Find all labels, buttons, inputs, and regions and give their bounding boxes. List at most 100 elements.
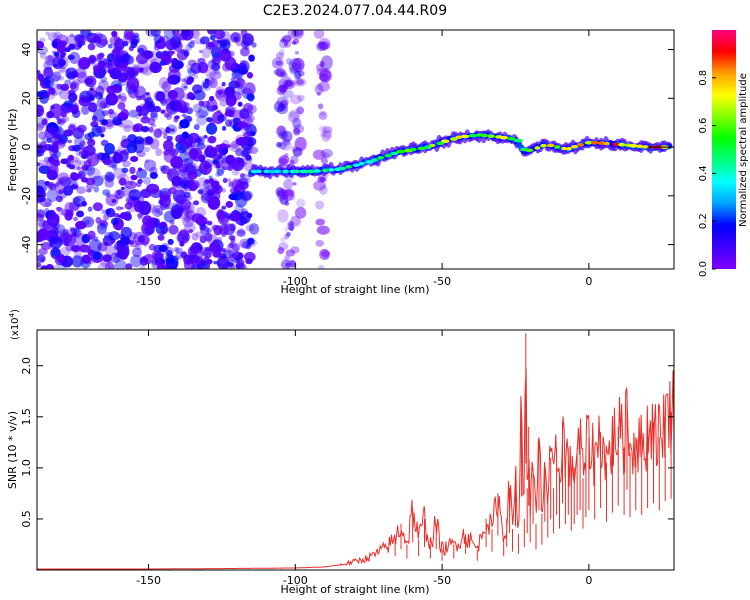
heatmap-noise-cell [275,52,284,60]
heatmap-noise-cell [131,64,140,75]
heatmap-noise-cell [167,187,177,195]
heatmap-noise-cell [146,253,153,260]
heatmap-noise-cell [195,109,208,119]
heatmap-noise-cell [143,176,152,185]
heatmap-noise-cell [205,228,212,234]
heatmap-noise-cell [320,55,333,70]
heatmap-noise-cell [187,171,198,180]
heatmap-noise-cell [111,198,117,203]
heatmap-noise-cell [245,136,257,147]
heatmap-ridge-cell [384,153,392,158]
heatmap-noise-cell [235,157,248,166]
heatmap-noise-cell [187,41,195,49]
heatmap-ridge-cell [455,135,463,139]
heatmap-noise-cell [315,218,325,226]
heatmap-noise-cell [170,155,184,169]
heatmap-noise-cell [95,57,102,63]
heatmap-ridge-cell [571,144,579,149]
heatmap-noise-cell [76,124,87,133]
heatmap-ridge-cell [358,161,365,166]
heatmap-noise-cell [167,74,181,85]
heatmap-noise-cell [242,131,252,138]
heatmap-noise-cell [165,103,171,110]
heatmap-noise-cell [65,209,74,218]
heatmap-noise-cell [83,160,92,168]
heatmap-noise-cell [231,91,242,101]
heatmap-noise-cell [216,248,223,254]
heatmap-noise-cell [148,126,154,133]
heatmap-noise-cell [68,124,76,133]
heatmap-noise-cell [37,254,46,263]
heatmap-noise-cell [48,87,56,95]
heatmap-noise-cell [59,232,73,245]
heatmap-noise-cell [87,138,96,147]
heatmap-noise-cell [49,235,63,249]
heatmap-noise-cell [199,235,207,244]
heatmap-noise-cell [40,265,49,269]
heatmap-noise-cell [213,30,226,40]
heatmap-noise-cell [89,38,96,45]
heatmap-noise-cell [151,250,163,261]
heatmap-noise-cell [71,108,81,119]
heatmap-noise-cell [184,212,189,216]
heatmap-noise-cell [160,90,174,101]
axis-tick-label: 1.5 [20,408,33,426]
heatmap-noise-cell [211,62,221,71]
heatmap-noise-cell [199,246,212,256]
colorbar-scale [712,30,736,269]
heatmap-noise-cell [217,153,228,164]
heatmap-noise-cell [51,71,62,82]
heatmap-noise-cell [176,233,185,244]
heatmap-noise-cell [197,137,203,143]
heatmap-noise-cell [107,43,113,49]
heatmap-noise-cell [140,188,152,199]
heatmap-noise-cell [158,244,168,253]
heatmap-noise-cell [137,167,143,172]
heatmap-noise-cell [244,37,253,45]
heatmap-noise-cell [92,36,102,43]
heatmap-noise-cell [205,68,217,79]
axis-tick-label: 0 [20,144,33,151]
heatmap-noise-cell [176,207,189,220]
heatmap-noise-cell [175,247,183,254]
heatmap-noise-cell [77,71,88,84]
heatmap-noise-cell [137,47,145,54]
heatmap-noise-cell [168,224,179,235]
heatmap-noise-cell [118,177,127,186]
heatmap-noise-cell [128,180,134,186]
heatmap-noise-cell [120,95,127,102]
heatmap-noise-cell [79,140,86,147]
heatmap-noise-cell [277,247,285,255]
heatmap-noise-cell [280,72,286,77]
heatmap-noise-cell [275,68,286,78]
heatmap-noise-cell [100,133,105,138]
heatmap-noise-cell [297,94,305,102]
heatmap-noise-cell [93,108,105,122]
heatmap-noise-cell [134,243,142,251]
heatmap-noise-cell [120,236,131,246]
heatmap-noise-cell [95,126,106,134]
heatmap-noise-cell [236,120,247,129]
heatmap-ridge-cell [337,166,347,171]
heatmap-ridge-cell [540,143,547,148]
heatmap-noise-cell [218,224,230,236]
heatmap-noise-cell [183,115,193,123]
heatmap-noise-cell [55,195,63,203]
heatmap-noise-cell [102,254,112,263]
heatmap-noise-cell [236,85,246,95]
heatmap-noise-cell [216,165,225,175]
spectrogram-x-axis: -150 -100 -50 0 [136,30,592,288]
heatmap-noise-cell [280,139,292,151]
heatmap-noise-cell [62,185,74,196]
heatmap-noise-cell [43,66,54,79]
heatmap-noise-cell [56,133,63,140]
heatmap-noise-cell [191,147,203,162]
axis-tick-label: -50 [433,574,451,587]
heatmap-noise-cell [188,149,195,155]
heatmap-noise-cell [229,187,239,195]
heatmap-noise-cell [278,131,288,140]
heatmap-noise-cell [110,217,119,226]
heatmap-noise-cell [248,146,259,155]
heatmap-noise-cell [196,115,207,126]
heatmap-noise-cell [85,219,90,225]
